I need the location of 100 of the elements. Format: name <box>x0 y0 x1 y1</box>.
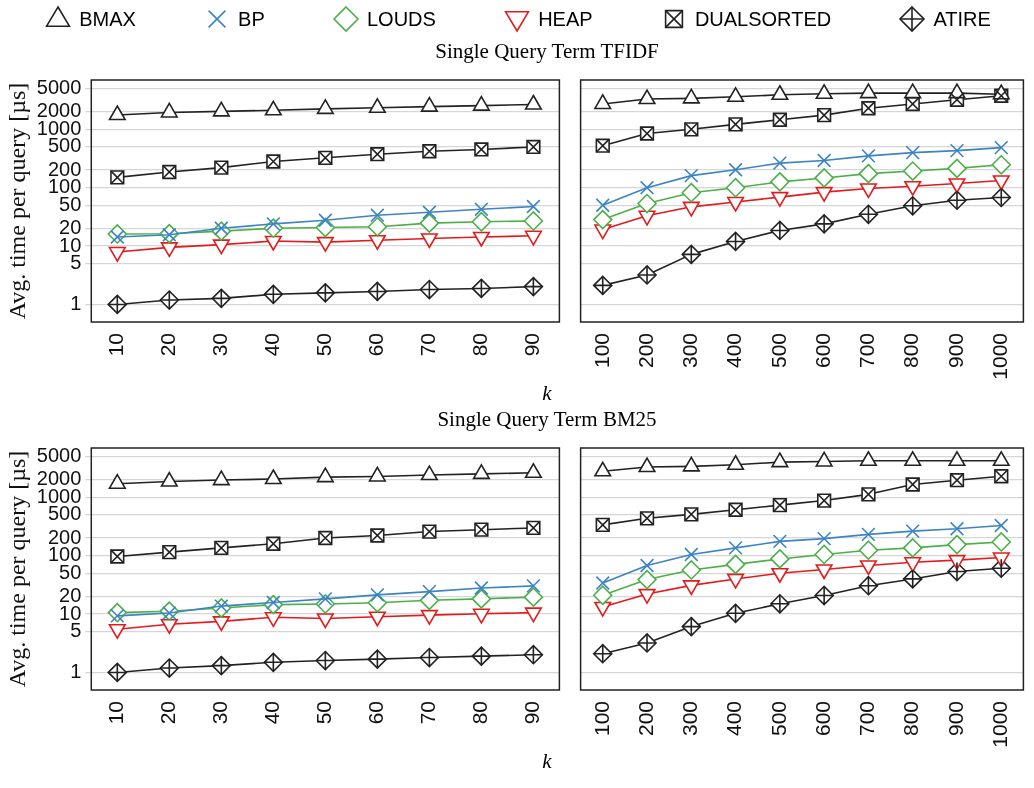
point <box>638 457 656 473</box>
x-tick-label: 10 <box>104 333 128 357</box>
point <box>947 158 967 179</box>
x-tick-label: 60 <box>364 333 388 357</box>
x-tick-label: 10 <box>104 701 128 725</box>
x-tick-label: 70 <box>416 701 440 725</box>
point <box>947 534 967 555</box>
point <box>594 461 612 477</box>
x-tick-label: 50 <box>312 701 336 725</box>
point <box>370 208 385 223</box>
point <box>994 518 1009 533</box>
chart-title: Single Query Term TFIDF <box>434 38 660 64</box>
x-tick-label: 700 <box>855 333 879 369</box>
point <box>638 588 656 604</box>
point <box>523 587 544 607</box>
point <box>771 84 789 101</box>
x-axis-title: k <box>541 749 553 774</box>
point <box>637 193 657 214</box>
point <box>592 209 613 230</box>
x-tick-label: 80 <box>468 701 492 725</box>
point <box>472 231 490 247</box>
point <box>474 580 489 596</box>
point <box>212 470 230 486</box>
point <box>684 547 699 562</box>
x-tick-label: 500 <box>766 701 790 737</box>
x-tick-label: 600 <box>810 333 834 369</box>
point <box>595 198 610 213</box>
point <box>726 454 745 471</box>
point <box>526 199 541 214</box>
point <box>991 154 1012 175</box>
x-tick-label: 900 <box>943 333 967 369</box>
point <box>902 538 923 558</box>
point <box>419 213 440 233</box>
point <box>316 99 334 115</box>
point <box>948 554 966 570</box>
point <box>991 532 1012 552</box>
legend-label: BMAX <box>79 7 136 31</box>
point <box>949 521 965 536</box>
x-tick-label: 200 <box>633 701 657 737</box>
point <box>682 201 700 217</box>
point <box>264 100 282 116</box>
y-axis-title: Avg. time per query [µs] <box>3 82 30 320</box>
x-tick-label: 300 <box>678 701 702 737</box>
point <box>422 584 437 599</box>
point <box>902 161 923 181</box>
point <box>948 451 966 467</box>
x-tick-label: 900 <box>943 701 967 737</box>
point <box>681 560 702 580</box>
point <box>816 531 832 546</box>
point <box>523 211 544 231</box>
point <box>592 585 613 606</box>
point <box>949 143 965 158</box>
point <box>859 83 878 99</box>
point <box>368 97 386 114</box>
point <box>594 601 612 617</box>
point <box>861 148 876 164</box>
legend-label: DUALSORTED <box>694 7 832 31</box>
point <box>422 205 437 220</box>
x-tick-label: 80 <box>468 333 492 357</box>
point <box>108 473 126 490</box>
point <box>684 168 699 183</box>
point <box>368 466 386 482</box>
x-tick-label: 500 <box>766 333 790 369</box>
point <box>992 451 1010 467</box>
y-tick-label: 5000 <box>36 444 82 467</box>
y-tick-label: 1 <box>70 291 82 314</box>
point <box>861 527 876 542</box>
point <box>725 177 746 198</box>
point <box>815 84 833 100</box>
point <box>639 180 655 195</box>
point <box>639 558 655 573</box>
point <box>108 246 126 262</box>
point <box>771 191 789 207</box>
point <box>815 186 833 202</box>
point <box>160 102 178 118</box>
point <box>420 465 438 481</box>
point <box>858 163 879 184</box>
x-tick-label: 400 <box>722 333 746 369</box>
point <box>726 196 745 212</box>
point <box>524 463 542 479</box>
point <box>815 451 833 467</box>
point <box>994 140 1009 155</box>
x-tick-label: 40 <box>260 701 284 725</box>
point <box>471 589 492 609</box>
legend-label: HEAP <box>538 7 593 31</box>
x-tick-label: 20 <box>156 701 180 725</box>
x-tick-label: 30 <box>208 701 232 725</box>
point <box>160 471 178 487</box>
legend-label: BP <box>238 7 265 31</box>
point <box>681 182 702 203</box>
x-tick-label: 700 <box>855 701 879 737</box>
point <box>772 155 788 171</box>
point <box>637 569 657 590</box>
x-tick-label: 400 <box>722 701 746 737</box>
x-tick-label: 60 <box>364 701 388 725</box>
point <box>367 216 388 237</box>
x-tick-label: 90 <box>520 333 544 357</box>
x-tick-label: 1000 <box>988 701 1012 748</box>
point <box>595 575 610 591</box>
point <box>472 95 490 111</box>
